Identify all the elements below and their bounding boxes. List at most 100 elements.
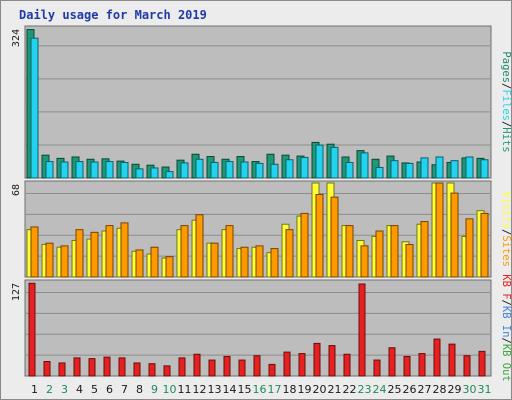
bar-sites-day-13 <box>210 242 219 278</box>
bar-sites-day-28 <box>435 182 444 278</box>
day-label-14: 14 <box>223 383 237 396</box>
bar-kb-f-day-17 <box>268 363 276 377</box>
bar-kb-f-day-3 <box>58 362 66 377</box>
bar-files-day-20 <box>315 144 324 179</box>
bar-sites-day-11 <box>180 225 189 278</box>
bar-kb-f-day-28 <box>433 338 441 377</box>
bar-kb-f-day-6 <box>103 356 111 377</box>
bar-kb-f-day-10 <box>163 365 171 377</box>
day-label-24: 24 <box>373 383 387 396</box>
bar-kb-f-day-1 <box>28 282 36 377</box>
bar-sites-day-18 <box>285 229 294 278</box>
bar-sites-day-8 <box>135 249 144 278</box>
bar-files-day-25 <box>390 160 399 179</box>
bar-sites-day-4 <box>75 229 84 278</box>
legend-entry: / <box>500 300 511 306</box>
day-label-9: 9 <box>151 383 158 396</box>
legend-entry: Hits <box>500 127 511 152</box>
bar-sites-day-21 <box>330 196 339 278</box>
bar-kb-f-day-24 <box>373 359 381 377</box>
bar-files-day-7 <box>120 161 129 179</box>
bar-files-day-30 <box>465 156 474 179</box>
bar-sites-day-6 <box>105 225 114 278</box>
bar-kb-f-day-31 <box>478 350 486 377</box>
bar-files-day-5 <box>90 161 99 179</box>
day-label-1: 1 <box>31 383 38 396</box>
day-label-13: 13 <box>208 383 222 396</box>
chart-title: Daily usage for March 2019 <box>19 8 207 22</box>
bar-files-day-31 <box>480 159 489 179</box>
bar-files-day-11 <box>180 162 189 179</box>
bar-kb-f-day-22 <box>343 353 351 377</box>
bar-files-day-17 <box>270 163 279 179</box>
bar-sites-day-19 <box>300 212 309 278</box>
bar-files-day-27 <box>420 157 429 179</box>
bar-files-day-26 <box>405 162 414 179</box>
bar-kb-f-day-12 <box>193 353 201 377</box>
bar-kb-f-day-11 <box>178 357 186 377</box>
day-label-21: 21 <box>328 383 342 396</box>
day-label-25: 25 <box>388 383 402 396</box>
bar-sites-day-23 <box>360 245 369 278</box>
bar-kb-f-day-9 <box>148 363 156 377</box>
day-label-3: 3 <box>61 383 68 396</box>
bar-sites-day-25 <box>390 225 399 278</box>
legend-entry: KB F <box>500 274 511 299</box>
bar-sites-day-29 <box>450 192 459 278</box>
bar-kb-f-day-16 <box>253 355 261 377</box>
bar-kb-f-day-26 <box>403 355 411 377</box>
bar-files-day-6 <box>105 161 114 179</box>
bar-files-day-14 <box>225 161 234 179</box>
day-label-18: 18 <box>283 383 297 396</box>
bar-kb-f-day-29 <box>448 343 456 377</box>
bar-files-day-15 <box>240 161 249 179</box>
bar-kb-f-day-15 <box>238 359 246 377</box>
bar-sites-day-24 <box>375 230 384 278</box>
day-label-26: 26 <box>403 383 417 396</box>
day-label-7: 7 <box>121 383 128 396</box>
legend-entry: KB In <box>500 306 511 338</box>
panel-hits-files <box>24 25 492 179</box>
bar-files-day-19 <box>300 156 309 179</box>
bar-files-day-18 <box>285 159 294 179</box>
bar-sites-day-9 <box>150 246 159 278</box>
bar-files-day-21 <box>330 146 339 179</box>
bar-sites-day-15 <box>240 246 249 278</box>
bar-files-day-10 <box>165 171 174 179</box>
day-label-28: 28 <box>433 383 447 396</box>
bar-files-day-13 <box>210 161 219 179</box>
bar-files-day-8 <box>135 168 144 179</box>
day-label-6: 6 <box>106 383 113 396</box>
bar-sites-day-10 <box>165 256 174 278</box>
day-label-29: 29 <box>448 383 462 396</box>
legend-entry: Files <box>500 89 511 121</box>
bar-kb-f-day-5 <box>88 358 96 377</box>
bar-sites-day-7 <box>120 222 129 278</box>
bar-sites-day-17 <box>270 248 279 278</box>
bar-sites-day-26 <box>405 244 414 278</box>
legend-entry: KB Out <box>500 344 511 382</box>
bar-files-day-4 <box>75 161 84 179</box>
bar-files-day-28 <box>435 156 444 179</box>
legend-entry: / <box>500 83 511 89</box>
bar-sites-day-12 <box>195 214 204 278</box>
bar-kb-f-day-13 <box>208 359 216 377</box>
legend-entry: Pages <box>500 51 511 83</box>
bar-sites-day-20 <box>315 193 324 278</box>
bar-files-day-3 <box>60 161 69 179</box>
bar-kb-f-day-8 <box>133 362 141 377</box>
day-label-27: 27 <box>418 383 432 396</box>
bar-sites-day-2 <box>45 242 54 278</box>
day-label-15: 15 <box>238 383 252 396</box>
day-label-16: 16 <box>253 383 267 396</box>
day-label-2: 2 <box>46 383 53 396</box>
bar-kb-f-day-7 <box>118 357 126 377</box>
day-label-30: 30 <box>463 383 477 396</box>
y-tick-kbytes: 127 <box>11 283 22 301</box>
day-label-22: 22 <box>343 383 357 396</box>
legend-entry: / <box>500 337 511 343</box>
legend-hits-files: Pages/Files/Hits <box>500 51 511 152</box>
day-label-17: 17 <box>268 383 282 396</box>
bar-kb-f-day-14 <box>223 355 231 377</box>
bar-files-day-12 <box>195 158 204 179</box>
